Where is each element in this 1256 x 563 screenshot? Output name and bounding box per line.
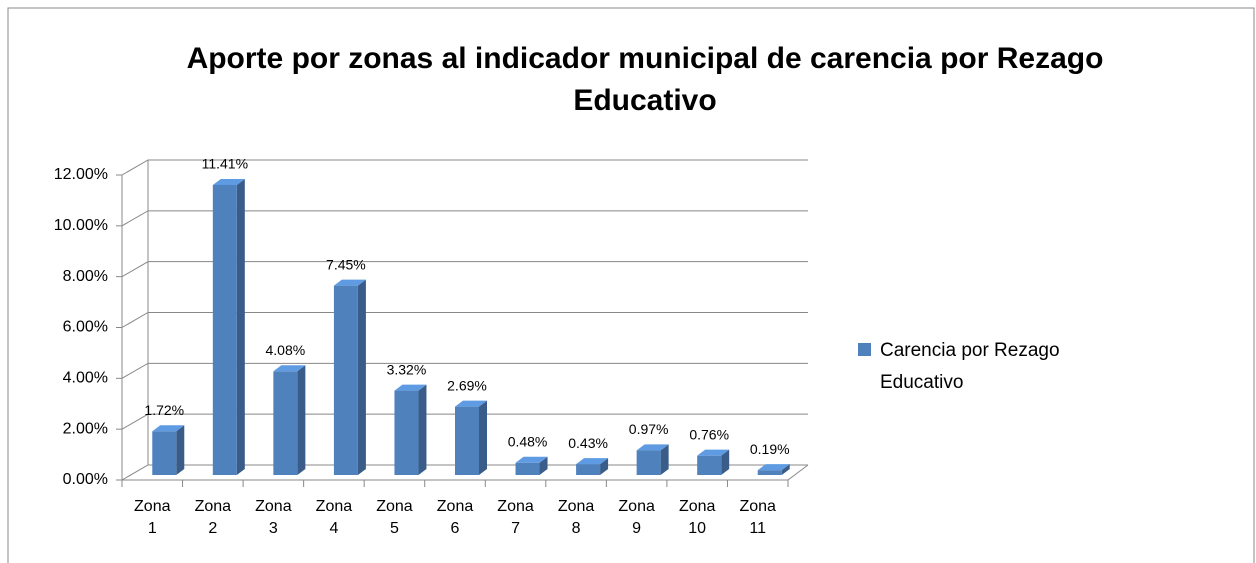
x-tick-label: Zona 4 [315,498,353,537]
bar [636,450,661,475]
bar [576,464,601,475]
grid-line [121,312,808,328]
value-label: 0.43% [568,435,608,451]
bar-side [236,178,245,475]
grid-line [121,362,808,379]
x-tick-label: Zona 8 [557,498,595,537]
bar-top [697,449,730,456]
bar-side [600,458,609,475]
grid-line [121,413,808,430]
x-tick-label: Zona 7 [497,498,534,537]
x-tick-label: Zona 1 [134,498,171,537]
x-tick-label: Zona 6 [436,498,474,537]
bar-top [394,384,427,391]
bar-top [212,178,245,185]
bar-side [721,449,730,475]
x-tick-label: Zona 11 [739,498,776,537]
x-tick-label: Zona 2 [194,498,232,537]
bar [152,431,177,475]
legend-label: Carencia por Rezago Educativo [880,340,1060,393]
bar-top [636,444,669,451]
value-label: 0.97% [629,421,669,437]
bar-side [418,384,427,475]
bar-top [273,365,306,372]
value-label: 7.45% [326,256,366,272]
bar-top [455,400,487,407]
grid-line [121,210,808,227]
y-tick-label: 0.00% [63,471,108,488]
bar [697,455,722,475]
bar-top [757,464,790,471]
value-label: 0.19% [750,441,790,457]
bar [273,371,298,475]
bar [394,390,419,475]
y-tick-label: 8.00% [63,268,108,285]
legend-key [858,343,871,356]
bar-side [660,444,669,475]
bar [212,184,237,475]
x-tick-label: Zona 5 [376,498,413,537]
value-label: 2.69% [447,377,487,393]
y-tick-label: 4.00% [63,370,108,387]
grid-line [121,261,808,278]
bar-side [479,400,487,475]
y-tick-label: 6.00% [63,319,108,336]
bar-side [176,425,185,475]
x-tick-label: Zona 3 [255,498,292,537]
value-label: 11.41% [202,156,248,172]
x-tick-label: Zona 9 [618,498,655,537]
bar-top [152,425,185,432]
value-label: 0.48% [508,434,548,450]
value-label: 1.72% [144,402,184,418]
x-tick-label: Zona 10 [678,498,716,537]
value-label: 4.08% [266,342,306,358]
bar-top [515,456,548,463]
value-label: 3.32% [387,361,427,377]
bar-top [333,279,366,286]
grid-line [121,159,808,176]
bar-side [539,456,548,475]
y-tick-label: 10.00% [54,217,108,234]
frame [7,7,1255,563]
bar [757,470,782,475]
y-tick-label: 12.00% [54,166,108,183]
bar-top [576,458,609,465]
bar [515,462,540,475]
bar-side [297,365,306,475]
value-label: 0.76% [689,426,729,442]
bar-side [781,464,790,475]
chart-title: Aporte por zonas al indicador municipal … [186,42,1104,117]
y-tick-label: 2.00% [63,420,108,437]
bar [455,406,479,475]
bar-side [357,279,366,475]
bar [333,285,358,475]
